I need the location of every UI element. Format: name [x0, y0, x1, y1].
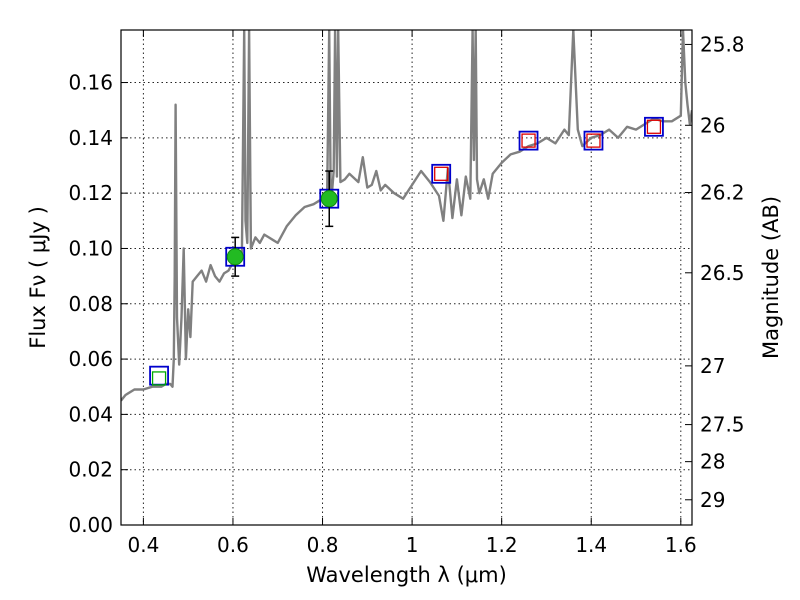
axis-ticks: 0.4 0.6 0.8 1 1.2 1.4 1.6 0.00 0.02 0.04 0.06 0.08 0… [68, 30, 745, 557]
photometry-square [644, 116, 664, 137]
right-tick-label: 25.8 [700, 32, 745, 56]
model-spectrum [121, 30, 692, 402]
right-tick-label: 26.2 [700, 181, 745, 205]
y-tick-label: 0.14 [68, 126, 113, 150]
right-axis-label: Magnitude (AB) [759, 196, 783, 359]
photometry-square [583, 130, 604, 151]
grid-lines [121, 30, 692, 526]
photometry-square [518, 130, 539, 151]
model-square [434, 166, 449, 181]
x-tick-label: 1.4 [575, 533, 607, 557]
photometry-markers [149, 116, 664, 386]
y-tick-label: 0.16 [68, 71, 113, 95]
y-tick-label: 0.04 [68, 402, 113, 426]
y-tick-label: 0.08 [68, 292, 113, 316]
spectrum-line [121, 30, 692, 402]
x-tick-label: 1 [406, 533, 419, 557]
y-axis-label: Flux Fν ( μJy ) [26, 206, 50, 349]
right-tick-label: 28 [700, 450, 725, 474]
right-tick-label: 27.5 [700, 413, 745, 437]
x-tick-label: 1.2 [486, 533, 518, 557]
x-tick-label: 0.6 [217, 533, 249, 557]
model-square [521, 133, 536, 148]
photometry-square [431, 163, 452, 184]
x-tick-label: 0.8 [307, 533, 339, 557]
model-square [646, 119, 662, 134]
model-square [151, 371, 167, 386]
x-tick-label: 0.4 [127, 533, 159, 557]
x-tick-label: 1.6 [665, 533, 697, 557]
y-tick-label: 0.00 [68, 513, 113, 537]
right-tick-label: 27 [700, 354, 725, 378]
y-tick-label: 0.06 [68, 347, 113, 371]
y-tick-label: 0.02 [68, 458, 113, 482]
x-axis-label: Wavelength λ (μm) [306, 563, 507, 587]
right-tick-label: 26.5 [700, 261, 745, 285]
y-tick-label: 0.12 [68, 181, 113, 205]
plot-frame [120, 29, 693, 526]
right-tick-label: 29 [700, 488, 725, 512]
y-tick-label: 0.10 [68, 236, 113, 260]
data-point [226, 248, 244, 266]
right-tick-label: 26 [700, 113, 725, 137]
data-point [320, 190, 338, 208]
model-square [586, 133, 601, 148]
